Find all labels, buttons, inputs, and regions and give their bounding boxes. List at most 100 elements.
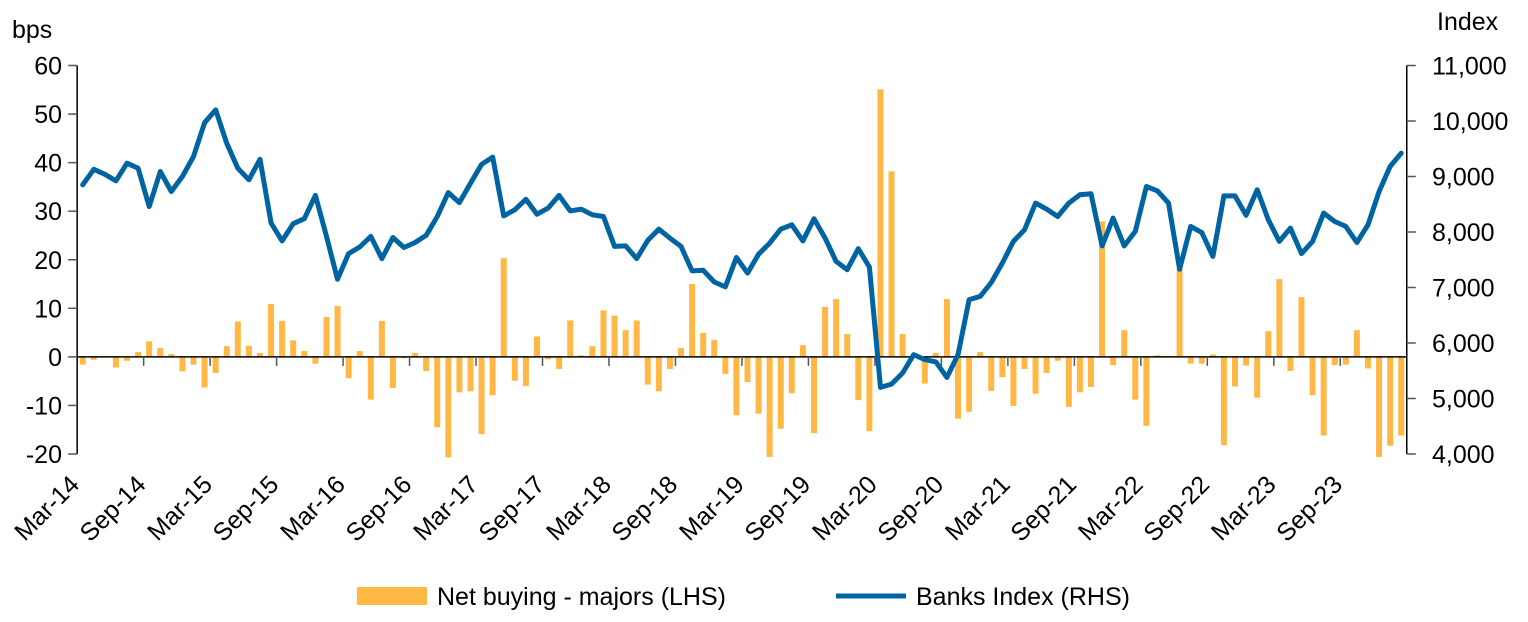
bar: [855, 356, 862, 401]
bar: [1331, 356, 1338, 366]
x-axis-label: Sep-16: [341, 470, 418, 547]
right-axis-tick-label: 8,000: [1432, 219, 1495, 247]
bar: [345, 356, 352, 379]
x-axis-labels: Mar-14Sep-14Mar-15Sep-15Mar-16Sep-16Mar-…: [9, 470, 1348, 547]
bar: [79, 356, 86, 365]
bar: [146, 341, 153, 357]
x-axis-label: Sep-15: [208, 470, 285, 547]
legend-label-banks-index: Banks Index (RHS): [916, 583, 1130, 611]
bar: [168, 353, 175, 357]
bar: [234, 321, 241, 357]
x-axis-label: Sep-19: [739, 470, 816, 547]
bar: [733, 356, 740, 416]
bar: [1243, 356, 1250, 366]
bar: [899, 334, 906, 357]
x-axis-label: Mar-20: [807, 470, 883, 546]
bar: [556, 356, 563, 370]
left-axis-title: bps: [12, 16, 52, 44]
bar: [567, 320, 574, 357]
left-axis-tick-label: 10: [34, 295, 62, 323]
bar: [1043, 356, 1050, 373]
bar: [112, 356, 119, 368]
right-axis-tick-label: 6,000: [1432, 330, 1495, 358]
axes: 60 50 40 30 20 10 0 -10 -20 11,000 10,000 9,000 8,00…: [26, 53, 1509, 470]
bar: [622, 330, 629, 357]
bar: [1298, 297, 1305, 357]
bar: [755, 356, 762, 414]
bar: [955, 356, 962, 419]
bar: [1309, 356, 1316, 396]
x-axis-label: Sep-14: [75, 470, 152, 547]
bar: [1276, 279, 1283, 357]
bar: [389, 356, 396, 388]
bar: [644, 356, 651, 385]
bar: [1054, 356, 1061, 361]
bar: [988, 356, 995, 391]
bar: [1220, 356, 1227, 446]
x-axis-label: Sep-20: [872, 470, 949, 547]
x-axis-label: Sep-22: [1138, 470, 1215, 547]
x-axis-label: Mar-22: [1073, 470, 1149, 546]
legend-label-net-buying: Net buying - majors (LHS): [437, 583, 726, 611]
bar: [434, 356, 441, 428]
bar: [279, 320, 286, 357]
bar: [1376, 356, 1383, 457]
x-axis-label: Sep-17: [473, 470, 550, 547]
bar: [1387, 356, 1394, 446]
bar: [1110, 356, 1117, 366]
bar: [700, 333, 707, 357]
bar: [312, 356, 319, 364]
bar: [999, 356, 1006, 378]
bar: [135, 352, 142, 357]
bar: [877, 89, 884, 357]
bar: [533, 336, 540, 357]
x-axis-label: Mar-15: [142, 470, 218, 546]
bar: [589, 346, 596, 357]
x-axis-label: Sep-21: [1005, 470, 1082, 547]
bar: [545, 356, 552, 360]
bar: [445, 356, 452, 458]
bar: [1132, 356, 1139, 400]
left-axis-tick-label: 50: [34, 101, 62, 129]
bar: [1143, 356, 1150, 426]
bar: [921, 356, 928, 384]
left-axis-tick-label: 30: [34, 198, 62, 226]
x-axis-label: Mar-18: [541, 470, 617, 546]
bar: [766, 356, 773, 457]
bar: [777, 356, 784, 429]
bar-series: [79, 89, 1405, 458]
bar: [423, 356, 430, 371]
bar: [323, 317, 330, 357]
bar: [190, 356, 197, 365]
bar: [1232, 356, 1239, 387]
bar: [522, 356, 529, 387]
bar: [977, 352, 984, 357]
bar: [888, 171, 895, 357]
bar: [201, 356, 208, 388]
bar: [600, 310, 607, 357]
bar: [1099, 221, 1106, 357]
x-axis-label: Mar-16: [275, 470, 351, 546]
right-axis-title: Index: [1437, 8, 1499, 36]
bar: [1320, 356, 1327, 436]
bar: [478, 356, 485, 435]
bar: [1209, 354, 1216, 357]
bar: [810, 356, 817, 434]
bar: [966, 356, 973, 412]
bar: [1087, 356, 1094, 387]
left-axis-tick-label: 60: [34, 53, 62, 81]
bar: [245, 345, 252, 357]
bar: [90, 356, 97, 360]
bar: [500, 258, 507, 357]
right-axis-tick-label: 11,000: [1432, 53, 1507, 81]
bar: [1398, 356, 1405, 436]
bar: [633, 320, 640, 357]
bar: [943, 299, 950, 357]
bar: [1121, 330, 1128, 357]
x-axis-label: Mar-17: [408, 470, 484, 546]
bar: [833, 299, 840, 357]
x-axis-label: Sep-23: [1271, 470, 1348, 547]
bar: [1076, 356, 1083, 393]
bar: [844, 334, 851, 357]
bar: [1187, 356, 1194, 364]
